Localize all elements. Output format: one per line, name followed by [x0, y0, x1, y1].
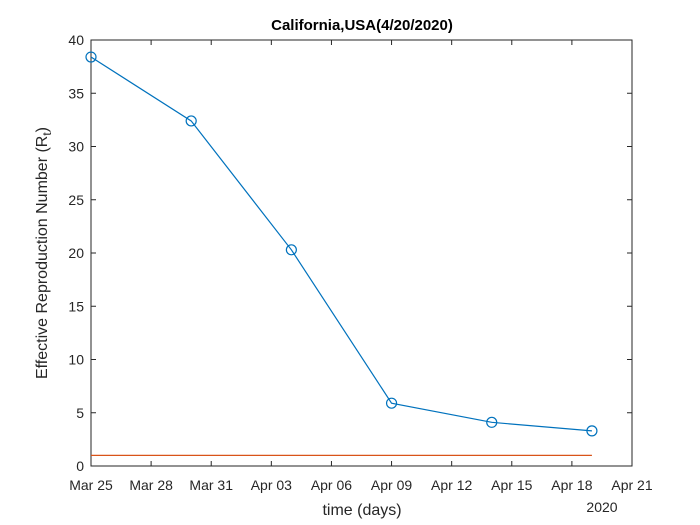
x-tick-label: Apr 06 — [311, 477, 352, 493]
y-tick-label: 35 — [68, 85, 84, 101]
y-tick-label: 30 — [68, 139, 84, 155]
chart-title: California,USA(4/20/2020) — [271, 17, 453, 34]
x-tick-label: Mar 25 — [69, 477, 113, 493]
y-tick-label: 20 — [68, 245, 84, 261]
y-axis-label-main: Effective Reproduction Number (R — [34, 136, 51, 379]
y-axis-label: Effective Reproduction Number (Rt) — [34, 127, 54, 379]
y-tick-label: 0 — [76, 458, 84, 474]
x-tick-label: Apr 12 — [431, 477, 472, 493]
plot-area — [90, 39, 633, 467]
x-tick-label: Mar 31 — [189, 477, 233, 493]
y-axis-label-subscript: t — [40, 132, 54, 136]
x-axis-year-label: 2020 — [586, 499, 617, 515]
y-tick-label: 25 — [68, 192, 84, 208]
y-axis-label-suffix: ) — [34, 127, 51, 132]
x-tick-label: Apr 18 — [551, 477, 592, 493]
series-layer — [85, 51, 598, 437]
axes-box — [90, 39, 633, 467]
ticks-layer: Mar 25 Mar 28 Mar 31 Apr 03 Apr 06 Apr 09 Apr … — [68, 32, 652, 493]
data-point — [385, 397, 398, 409]
x-tick-label: Apr 09 — [371, 477, 412, 493]
y-tick-label: 10 — [68, 352, 84, 368]
data-point — [285, 244, 297, 256]
x-tick-label: Apr 03 — [251, 477, 292, 493]
x-tick-label: Apr 15 — [491, 477, 532, 493]
data-point — [85, 51, 97, 63]
y-tick-label: 40 — [68, 32, 84, 48]
x-tick-label: Apr 21 — [611, 477, 652, 493]
x-axis-label: time (days) — [322, 502, 401, 519]
y-tick-label: 5 — [76, 405, 84, 421]
data-point — [586, 425, 598, 437]
series-line — [90, 56, 592, 432]
data-point — [486, 416, 498, 428]
x-tick-label: Mar 28 — [129, 477, 173, 493]
y-tick-label: 15 — [68, 298, 84, 314]
data-point — [185, 115, 197, 127]
